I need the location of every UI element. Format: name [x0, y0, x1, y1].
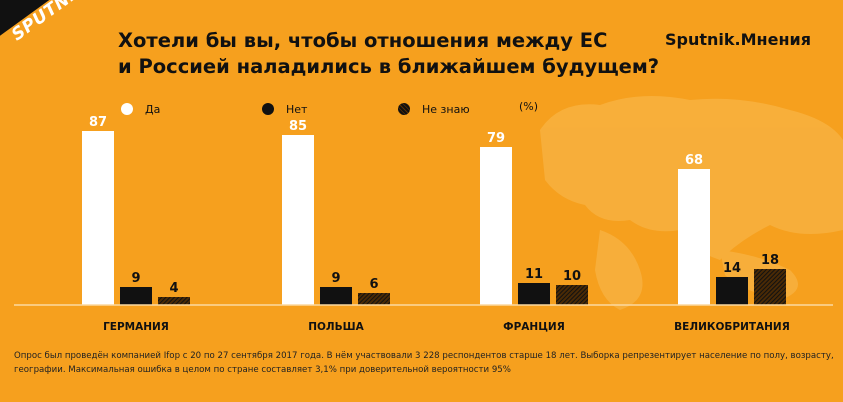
unit-label: (%) — [519, 100, 539, 113]
bar-no-2 — [320, 287, 352, 305]
data-label-no-4: 14 — [723, 261, 741, 276]
footnote: Опрос был проведён компанией Ifop с 20 п… — [14, 349, 834, 377]
data-label-yes-3: 79 — [487, 131, 505, 146]
data-label-no-2: 9 — [331, 271, 340, 286]
legend-dont-know-swatch — [398, 103, 410, 115]
legend-yes-label: Да — [145, 102, 161, 116]
bar-no-4 — [716, 277, 748, 305]
data-label-dont-know-1: 4 — [169, 281, 178, 296]
bar-yes-3 — [480, 147, 512, 305]
category-label-3: ФРАНЦИЯ — [503, 321, 565, 333]
bar-dont-know-1 — [158, 297, 190, 305]
bar-yes-4 — [678, 169, 710, 305]
data-label-dont-know-2: 6 — [369, 277, 378, 292]
legend-yes: Да — [121, 100, 160, 118]
bar-dont-know-4 — [754, 269, 786, 305]
legend-no: Нет — [262, 100, 307, 118]
title-line-1: Хотели бы вы, чтобы отношения между ЕС — [118, 29, 608, 52]
category-label-4: ВЕЛИКОБРИТАНИЯ — [674, 321, 790, 333]
category-label-2: ПОЛЬША — [308, 321, 364, 333]
bar-no-1 — [120, 287, 152, 305]
legend-no-swatch — [262, 103, 274, 115]
category-label-1: ГЕРМАНИЯ — [103, 321, 169, 333]
footnote-line-1: Опрос был проведён компанией Ifop с 20 п… — [14, 351, 834, 361]
bar-yes-2 — [282, 135, 314, 305]
data-label-yes-2: 85 — [289, 119, 307, 134]
footnote-line-2: географии. Максимальная ошибка в целом п… — [14, 365, 511, 375]
data-label-no-3: 11 — [525, 267, 543, 282]
bar-dont-know-2 — [358, 293, 390, 305]
legend-yes-swatch — [121, 103, 133, 115]
legend-no-label: Нет — [286, 102, 308, 116]
data-label-dont-know-4: 18 — [761, 253, 779, 268]
legend-dont-know-label: Не знаю — [422, 102, 470, 116]
data-label-yes-4: 68 — [685, 153, 703, 168]
bar-yes-1 — [82, 131, 114, 305]
legend-dont-know: Не знаю — [398, 100, 470, 118]
data-label-dont-know-3: 10 — [563, 269, 581, 284]
brand-label: Sputnik.Мнения — [665, 30, 811, 49]
data-label-yes-1: 87 — [89, 115, 107, 130]
bar-no-3 — [518, 283, 550, 305]
title-line-2: и Россией наладились в ближайшем будущем… — [118, 55, 660, 78]
chart-title: Хотели бы вы, чтобы отношения между ЕС и… — [118, 28, 660, 80]
data-label-no-1: 9 — [131, 271, 140, 286]
bar-dont-know-3 — [556, 285, 588, 305]
